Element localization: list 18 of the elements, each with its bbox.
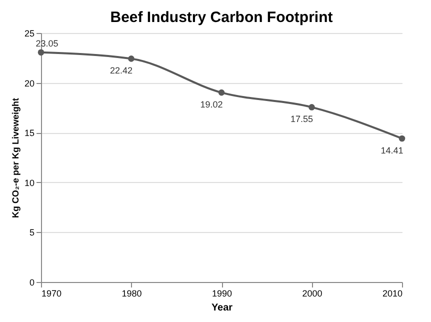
y-tick-label: 25 (24, 28, 34, 38)
x-tick-label: 1990 (212, 288, 232, 298)
data-label: 22.42 (110, 66, 133, 76)
data-label: 19.02 (200, 100, 223, 110)
chart-title: Beef Industry Carbon Footprint (110, 9, 333, 26)
x-tick-label: 1970 (42, 288, 62, 298)
y-tick-label: 20 (24, 78, 34, 88)
data-label: 17.55 (290, 114, 314, 124)
y-tick-label: 10 (24, 178, 34, 188)
x-tick-label: 2010 (382, 288, 402, 298)
data-label: 14.41 (380, 145, 404, 156)
x-tick-label: 1980 (122, 288, 142, 298)
y-tick-label: 0 (29, 278, 34, 288)
y-tick-label: 5 (29, 228, 34, 238)
x-axis-title: Year (211, 302, 233, 314)
y-axis-title: Kg CO₂-e per Kg Liveweight (10, 98, 20, 218)
x-tick-label: 2000 (302, 288, 322, 298)
y-tick-label: 15 (24, 128, 34, 138)
